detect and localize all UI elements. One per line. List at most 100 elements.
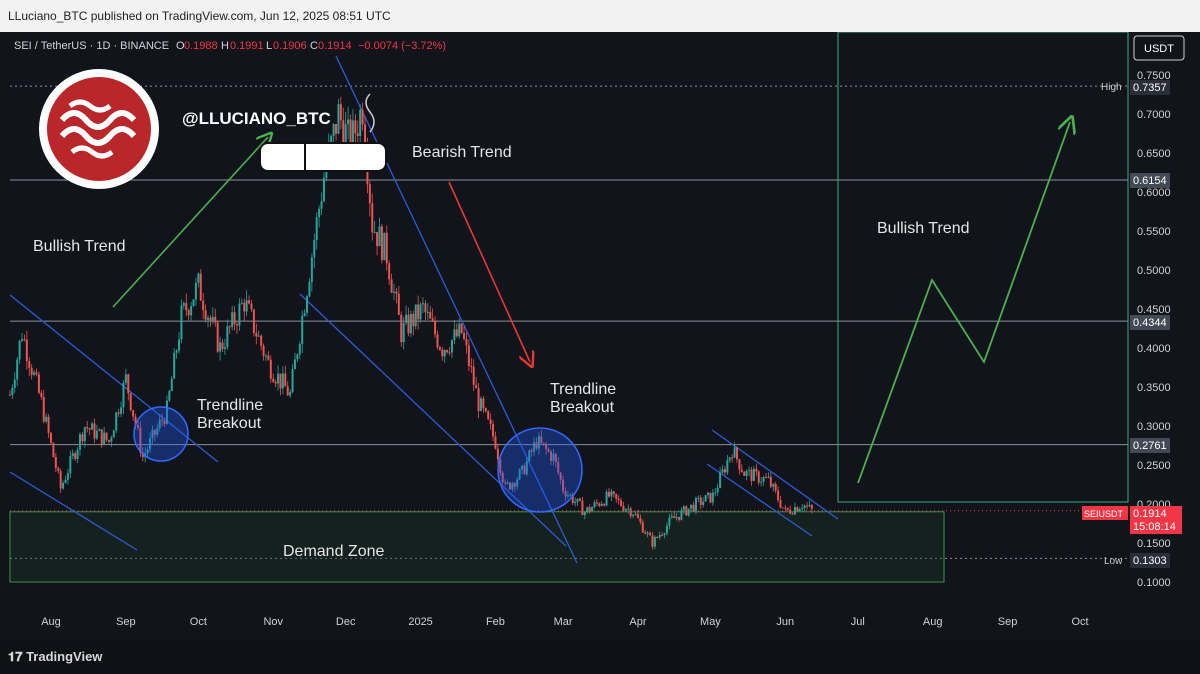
bearish-arrow[interactable] — [448, 181, 530, 362]
candle — [789, 505, 792, 515]
candle — [673, 511, 676, 518]
candle — [272, 373, 275, 383]
candle — [624, 508, 627, 512]
candle — [559, 471, 562, 485]
candle — [168, 389, 171, 403]
candle — [293, 352, 296, 370]
candle — [632, 514, 635, 519]
price-chart[interactable]: SEI / TetherUS · 1D · BINANCE O 0.1988 H… — [0, 31, 1200, 640]
candle — [588, 504, 591, 514]
candle — [429, 305, 432, 320]
bullish-projection-arrow[interactable] — [857, 122, 1070, 484]
candle — [28, 357, 31, 377]
candle — [395, 288, 398, 304]
candle — [557, 457, 560, 476]
candle — [180, 299, 183, 344]
candle — [182, 301, 185, 310]
candle — [277, 365, 280, 391]
trendline-lower-left[interactable] — [9, 471, 138, 551]
candle — [76, 447, 79, 464]
candle — [646, 530, 649, 538]
candle — [402, 317, 405, 350]
candle — [185, 293, 188, 317]
candle — [716, 483, 719, 497]
candle — [136, 421, 139, 431]
chart-area[interactable]: SEI / TetherUS · 1D · BINANCE O 0.1988 H… — [0, 31, 1200, 640]
trendlines[interactable] — [9, 55, 839, 564]
high-label: H — [221, 40, 229, 52]
candle — [508, 481, 511, 491]
trendline-lower-main[interactable] — [299, 293, 567, 547]
demand-zone-label: Demand Zone — [283, 543, 384, 560]
trendline-upper-main[interactable] — [335, 55, 578, 564]
bullish-trend-right-label: Bullish Trend — [877, 220, 970, 237]
candle — [535, 437, 538, 451]
time-axis[interactable]: Aug Sep Oct Nov Dec 2025 Feb Mar Apr May Jun Jul Aug… — [41, 616, 1088, 628]
candle — [465, 332, 468, 354]
currency-badge[interactable]: USDT — [1133, 35, 1185, 61]
candle — [124, 368, 127, 386]
bullish-arrow-left[interactable] — [112, 137, 268, 308]
candle — [752, 466, 755, 482]
candle — [663, 532, 666, 539]
candle — [530, 447, 533, 457]
candle — [448, 346, 451, 356]
trendline-breakout-2-line2: Breakout — [550, 399, 615, 416]
candle — [83, 426, 86, 448]
candle — [383, 232, 386, 261]
trendline-upper-wedge[interactable] — [711, 429, 839, 520]
candle — [385, 225, 388, 271]
open-label: O — [176, 40, 185, 52]
candle — [187, 308, 190, 321]
candle — [682, 505, 685, 515]
projection-box[interactable] — [837, 31, 1129, 503]
breakout-circle-2[interactable] — [497, 427, 583, 513]
candle — [728, 456, 731, 463]
candle — [692, 501, 695, 513]
candle — [233, 306, 236, 331]
low-tag-label: Low — [1104, 556, 1123, 567]
candle — [421, 297, 424, 314]
candle — [550, 449, 553, 465]
candle — [777, 486, 780, 503]
candle — [564, 487, 567, 501]
candle — [760, 477, 763, 487]
candle — [93, 418, 96, 444]
y-tick-label: 0.7000 — [1137, 109, 1171, 121]
candle — [649, 531, 652, 536]
trendline-lower-wedge[interactable] — [706, 463, 813, 537]
candle — [50, 431, 52, 445]
candle — [197, 272, 200, 288]
candle — [467, 339, 470, 372]
breakout-circle-1[interactable] — [133, 406, 189, 462]
candle — [453, 320, 456, 344]
candle — [419, 302, 422, 323]
symbol-label: SEI / TetherUS · 1D · BINANCE — [14, 40, 169, 52]
candle — [562, 475, 565, 494]
candle — [506, 480, 509, 485]
tradingview-logo[interactable]: 𝟏𝟕 TradingView — [8, 649, 102, 665]
candle — [525, 457, 528, 477]
high-value: 0.1991 — [230, 40, 264, 52]
candle — [347, 106, 350, 140]
candle — [743, 470, 746, 476]
candle — [400, 311, 403, 347]
candle — [376, 231, 379, 256]
trendline-breakout-1-line2: Breakout — [197, 415, 262, 432]
candle — [617, 495, 620, 505]
trendline-upper-left[interactable] — [9, 294, 219, 463]
candle — [25, 330, 28, 370]
candle — [194, 277, 197, 306]
candle — [397, 285, 400, 316]
candle — [359, 104, 362, 146]
candle — [537, 432, 540, 455]
candle — [603, 502, 606, 507]
candle — [740, 464, 743, 473]
candle — [371, 193, 374, 241]
demand-zone[interactable] — [9, 511, 945, 583]
candle — [202, 292, 205, 320]
candle — [513, 481, 516, 492]
candle — [702, 497, 705, 508]
y-tick-label: 0.5000 — [1137, 265, 1171, 277]
candle — [264, 353, 267, 362]
